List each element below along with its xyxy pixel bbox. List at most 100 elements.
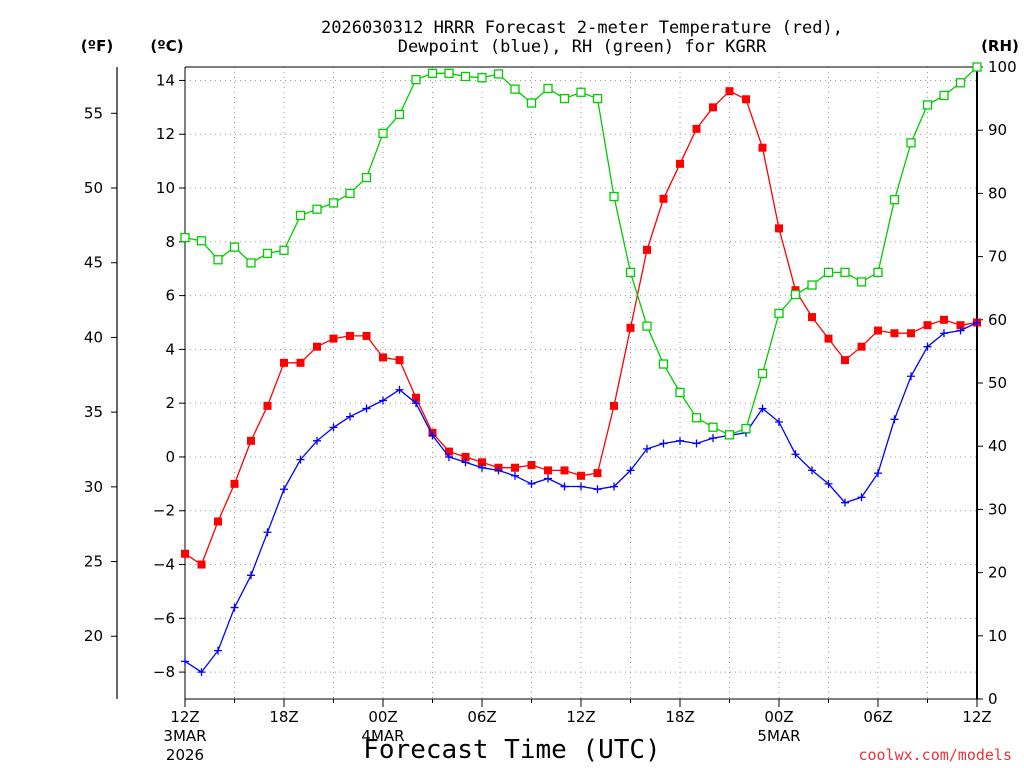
temperature-point [956,321,965,330]
x-tick-date-label: 5MAR [757,727,800,745]
rh-tick-label: 50 [988,374,1007,392]
relative-humidity-point [543,83,553,94]
fahrenheit-tick-label: 45 [84,254,103,272]
relative-humidity-point [840,267,850,278]
temperature-point [461,452,470,461]
dewpoint-point [577,482,585,491]
relative-humidity-point [609,191,619,202]
x-tick-label: 06Z [863,708,892,726]
x-tick-label: 06Z [467,708,496,726]
temperature-point [362,331,371,340]
dewpoint-point [890,415,899,424]
relative-humidity-point [493,69,504,79]
celsius-tick-label: −4 [153,556,175,574]
temperature-point [890,329,899,338]
relative-humidity-point [691,413,702,423]
celsius-tick-label: 8 [165,233,175,251]
temperature-point [230,479,239,488]
relative-humidity-point [246,258,256,268]
fahrenheit-tick-label: 25 [84,553,103,571]
dewpoint-point [808,466,816,475]
celsius-tick-label: 10 [156,179,175,197]
temperature-point [676,159,684,168]
relative-humidity-point [361,172,372,183]
relative-humidity-point [807,280,817,290]
relative-humidity-point [510,84,520,94]
temperature-point [874,326,882,335]
dewpoint-point [973,318,981,327]
celsius-tick-label: 4 [165,340,175,358]
temperature-point [725,87,734,96]
temperature-point [643,245,651,254]
temperature-point [214,517,222,526]
rh-tick-label: 40 [988,437,1007,455]
temperature-point [692,124,701,133]
dewpoint-point [758,404,767,413]
x-tick-label: 18Z [665,708,694,726]
celsius-tick-label: −8 [153,663,175,681]
celsius-tick-label: 6 [165,287,175,305]
dewpoint-point [511,471,519,480]
tick-labels: 14121086420−2−4−6−8555045403530252010090… [84,58,1017,764]
x-tick-label: 18Z [269,708,298,726]
temperature-point [412,393,420,402]
relative-humidity-point [939,90,949,101]
chart-title-line1: 2026030312 HRRR Forecast 2-meter Tempera… [321,18,843,38]
dewpoint-point [230,603,239,612]
temperature-point [445,447,453,456]
dewpoint-point [544,474,552,483]
temperature-point [511,463,519,472]
x-tick-year-label: 2026 [166,746,204,764]
temperature-point [379,353,387,362]
temperature-point [626,323,635,332]
relative-humidity-point [790,289,801,300]
x-tick-label: 12Z [962,708,991,726]
right-axis-unit-rh: (RH) [981,37,1019,55]
temperature-point [593,469,602,478]
dewpoint-point [197,668,206,677]
temperature-point [263,401,272,410]
dewpoint-point [379,396,387,405]
temperature-point [907,329,915,338]
relative-humidity-point [213,255,223,265]
dewpoint-point [527,479,536,488]
relative-humidity-point [741,423,751,434]
fahrenheit-tick-label: 55 [84,104,103,122]
dewpoint-point [263,528,272,537]
relative-humidity-point [873,267,883,278]
fahrenheit-tick-label: 20 [84,627,103,645]
dewpoint-point [659,439,668,448]
temperature-point [923,321,932,330]
temperature-point [197,560,206,569]
x-tick-label: 00Z [764,708,793,726]
relative-humidity-point [559,93,570,104]
dewpoint-point [560,482,569,491]
dewpoint-point [296,455,305,464]
dewpoint-point [643,444,651,453]
relative-humidity-point [477,73,487,83]
dewpoint-point [923,342,932,351]
temperature-point [560,466,569,475]
relative-humidity-point [262,248,273,259]
temperature-point [329,334,338,343]
x-tick-label: 00Z [368,708,397,726]
temperature-point [247,436,255,445]
temperature-point [758,143,767,152]
rh-tick-label: 10 [988,627,1007,645]
relative-humidity-point [675,387,685,398]
celsius-tick-label: 0 [165,448,175,466]
dewpoint-point [593,485,602,494]
celsius-tick-label: −6 [153,609,175,627]
relative-humidity-point [411,74,421,85]
relative-humidity-point [229,242,240,252]
temperature-point [808,313,816,322]
relative-humidity-point [774,308,784,319]
x-tick-label: 12Z [566,708,595,726]
relative-humidity-point [592,93,603,104]
temperature-point [824,334,833,343]
relative-humidity-point [295,210,306,221]
relative-humidity-point [378,128,388,139]
relative-humidity-point [757,368,768,379]
dewpoint-point [692,439,701,448]
relative-humidity-point [906,138,916,148]
